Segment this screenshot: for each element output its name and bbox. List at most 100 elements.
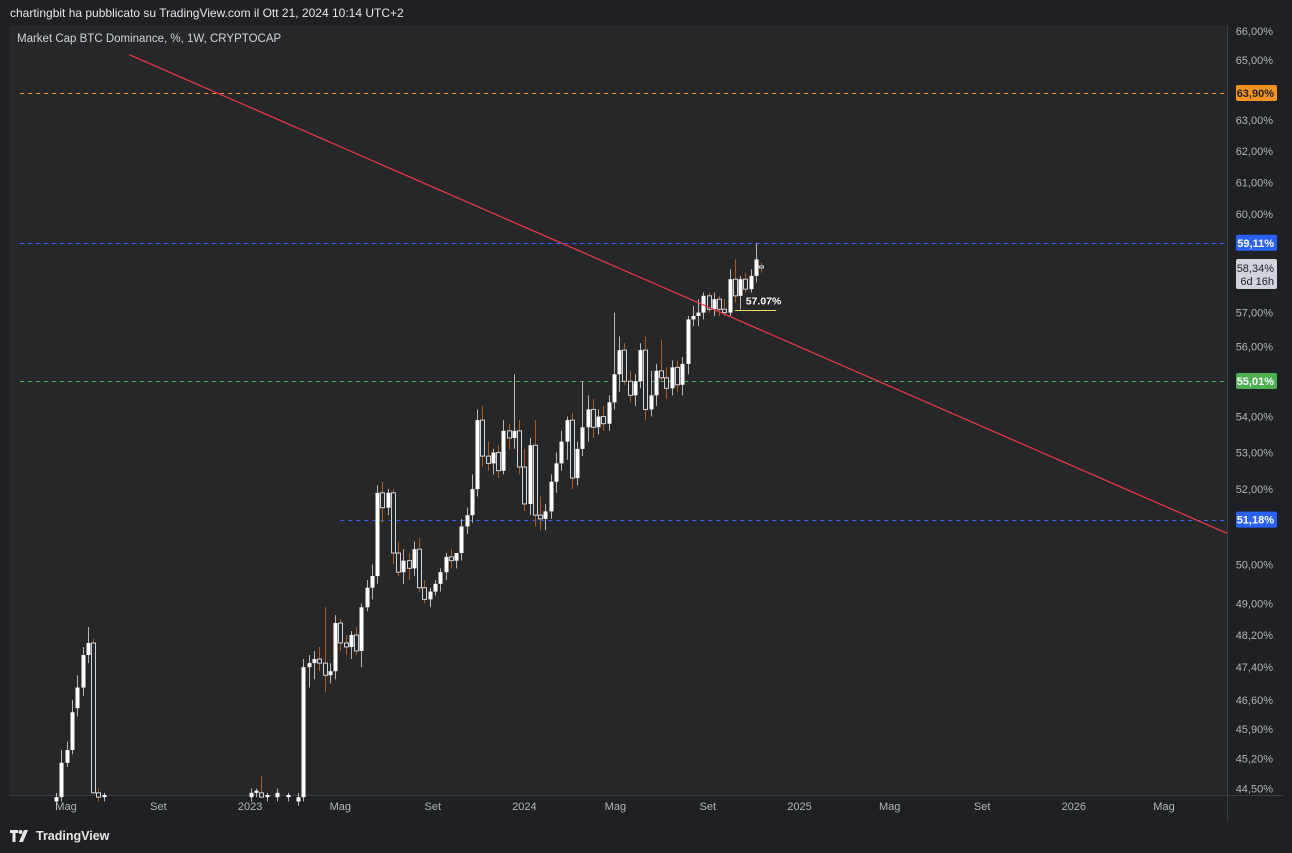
candle-body[interactable] <box>365 587 370 608</box>
candle-body[interactable] <box>701 295 706 313</box>
candle-body[interactable] <box>470 489 475 516</box>
candle-body[interactable] <box>459 526 464 554</box>
candle-body[interactable] <box>491 452 496 464</box>
candle-body[interactable] <box>412 549 417 569</box>
candle-body[interactable] <box>554 463 559 482</box>
candle-body[interactable] <box>475 420 480 490</box>
candle-body[interactable] <box>65 750 70 763</box>
candle-body[interactable] <box>301 667 306 798</box>
candle-body[interactable] <box>549 481 554 512</box>
candle-body[interactable] <box>622 349 627 382</box>
candle-body[interactable] <box>717 298 722 310</box>
candle-body[interactable] <box>512 430 517 439</box>
candle-body[interactable] <box>607 402 612 424</box>
candle-body[interactable] <box>738 279 743 296</box>
candle-body[interactable] <box>559 441 564 464</box>
candle-body[interactable] <box>102 795 107 798</box>
candle-body[interactable] <box>417 548 422 589</box>
candle-body[interactable] <box>444 556 449 573</box>
candle-body[interactable] <box>496 451 501 472</box>
candle-body[interactable] <box>707 295 712 310</box>
candle-body[interactable] <box>522 466 527 505</box>
candle-body[interactable] <box>70 712 75 751</box>
candle-body[interactable] <box>307 663 312 668</box>
candle-body[interactable] <box>96 792 101 798</box>
candle-body[interactable] <box>517 430 522 468</box>
candle-body[interactable] <box>486 455 491 464</box>
candle-body[interactable] <box>686 319 691 364</box>
candle-body[interactable] <box>454 553 459 561</box>
candle-body[interactable] <box>743 278 748 290</box>
candle-body[interactable] <box>586 409 591 428</box>
candle-body[interactable] <box>680 363 685 385</box>
candle-body[interactable] <box>380 492 385 509</box>
candle-body[interactable] <box>275 792 280 798</box>
candle-body[interactable] <box>507 430 512 439</box>
candle-body[interactable] <box>465 515 470 527</box>
candle-body[interactable] <box>643 349 648 410</box>
candle-body[interactable] <box>407 560 412 569</box>
candle-body[interactable] <box>664 377 669 389</box>
candle-body[interactable] <box>59 762 64 798</box>
candle-body[interactable] <box>543 511 548 519</box>
candle-body[interactable] <box>323 662 328 676</box>
candle-body[interactable] <box>617 350 622 375</box>
candle-body[interactable] <box>438 572 443 584</box>
candle-body[interactable] <box>533 444 538 516</box>
candle-body[interactable] <box>428 591 433 600</box>
candle-body[interactable] <box>565 420 570 442</box>
candle-body[interactable] <box>654 370 659 396</box>
candle-body[interactable] <box>528 445 533 504</box>
candle-body[interactable] <box>670 367 675 389</box>
candle-body[interactable] <box>375 492 380 577</box>
candle-body[interactable] <box>354 634 359 652</box>
candle-body[interactable] <box>538 514 543 520</box>
candle-body[interactable] <box>75 687 80 709</box>
candle-body[interactable] <box>749 275 754 290</box>
candle-body[interactable] <box>570 419 575 479</box>
plot-area[interactable] <box>9 25 1227 795</box>
candle-body[interactable] <box>628 380 633 396</box>
candle-body[interactable] <box>333 623 338 672</box>
chart-panel[interactable]: 66,00% 65,00% 63,00% 62,00% 61,00% 60,00% 57,0… <box>9 25 1283 821</box>
candle-body[interactable] <box>344 642 349 648</box>
candle-body[interactable] <box>480 419 485 457</box>
candle-body[interactable] <box>81 655 86 688</box>
candle-body[interactable] <box>386 492 391 508</box>
chart-svg[interactable]: 66,00% 65,00% 63,00% 62,00% 61,00% 60,00% 57,0… <box>9 25 1283 821</box>
candle-body[interactable] <box>575 448 580 479</box>
candle-body[interactable] <box>580 427 585 449</box>
candle-body[interactable] <box>259 792 264 798</box>
candle-body[interactable] <box>359 607 364 651</box>
candle-body[interactable] <box>596 416 601 428</box>
candle-body[interactable] <box>286 795 291 798</box>
candle-body[interactable] <box>422 587 427 600</box>
candle-body[interactable] <box>733 278 738 297</box>
candle-body[interactable] <box>591 408 596 428</box>
candle-body[interactable] <box>349 634 354 647</box>
candle-body[interactable] <box>449 556 454 562</box>
candle-body[interactable] <box>501 430 506 471</box>
candle-body[interactable] <box>433 583 438 592</box>
candle-body[interactable] <box>691 316 696 320</box>
candle-body[interactable] <box>328 671 333 676</box>
candle-body[interactable] <box>338 622 343 644</box>
candle-body[interactable] <box>759 265 764 269</box>
candle-body[interactable] <box>265 795 270 798</box>
candle-body[interactable] <box>649 395 654 410</box>
candle-body[interactable] <box>312 659 317 664</box>
candle-body[interactable] <box>638 350 643 382</box>
candle-body[interactable] <box>296 797 301 802</box>
candle-body[interactable] <box>396 552 401 573</box>
candle-body[interactable] <box>254 790 259 793</box>
candle-body[interactable] <box>249 792 254 798</box>
candle-body[interactable] <box>728 279 733 313</box>
trendline[interactable] <box>128 53 1228 534</box>
candle-body[interactable] <box>612 374 617 403</box>
candle-body[interactable] <box>754 259 759 276</box>
candle-body[interactable] <box>696 312 701 317</box>
candle-body[interactable] <box>317 658 322 664</box>
candle-body[interactable] <box>391 492 396 554</box>
candle-body[interactable] <box>722 308 727 314</box>
candle-body[interactable] <box>401 560 406 573</box>
